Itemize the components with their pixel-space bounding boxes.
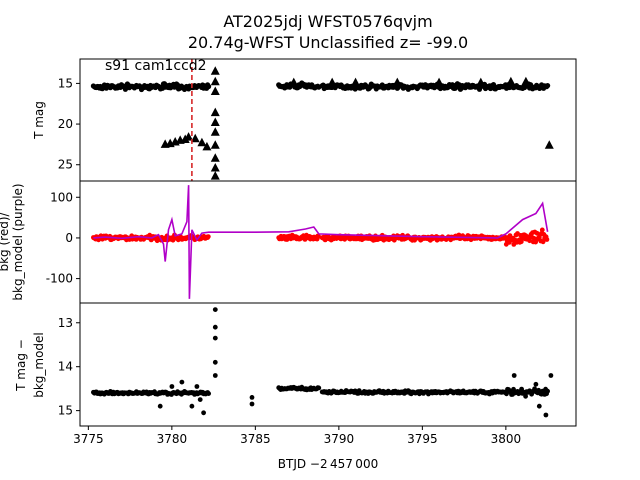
x-tick-label: 3775 <box>73 432 104 446</box>
axes-frame <box>79 302 577 427</box>
upper-limit-marker <box>544 140 554 149</box>
y-tick-label: -100 <box>46 272 73 286</box>
upper-limit-marker <box>190 133 200 143</box>
residual-point <box>543 412 549 418</box>
panel-middle: 100 0 -100 <box>46 180 577 304</box>
residual-point <box>206 391 212 396</box>
residual-point <box>197 397 203 402</box>
upper-limit-marker <box>506 76 516 86</box>
upper-limit-marker <box>289 77 299 87</box>
y-tick-label: 14 <box>58 360 73 374</box>
x-tick-label: 3785 <box>240 432 271 446</box>
y-tick-label: 15 <box>58 404 73 418</box>
y-tick-label: 25 <box>58 158 73 172</box>
y-tick-label: 0 <box>65 231 73 245</box>
residual-point <box>201 410 207 416</box>
top-y-axis-label: T mag <box>32 101 46 140</box>
x-tick-label: 3780 <box>157 432 188 446</box>
residual-point <box>511 373 517 378</box>
bottom-y-axis-label-line2: bkg_model <box>32 332 46 398</box>
plot-area <box>91 185 550 299</box>
upper-limit-marker <box>210 162 220 172</box>
x-tick-label: 3790 <box>324 432 355 446</box>
bkg-point <box>316 234 321 239</box>
upper-limit-marker <box>210 127 220 136</box>
middle-y-axis-label-line2: bkg_model (purple) <box>11 183 25 300</box>
residual-point <box>212 324 218 330</box>
bkg-model-line <box>93 185 549 299</box>
upper-limit-marker <box>521 76 531 86</box>
residual-point <box>533 381 539 387</box>
residual-point <box>504 391 509 397</box>
upper-limit-marker <box>210 66 220 75</box>
axes-frame <box>79 180 577 304</box>
bkg-point <box>544 237 550 242</box>
upper-limit-marker <box>476 77 486 87</box>
residual-point <box>212 335 218 341</box>
residual-point <box>212 307 218 312</box>
upper-limit-marker <box>202 141 212 151</box>
residual-point <box>212 373 218 378</box>
y-tick-label: 100 <box>50 190 73 204</box>
upper-limit-marker <box>197 137 207 147</box>
residual-point <box>249 395 255 400</box>
bkg-point <box>539 227 545 233</box>
residual-point <box>249 401 255 407</box>
upper-limit-marker <box>210 153 220 162</box>
residual-point <box>316 385 322 391</box>
upper-limit-marker <box>210 140 220 149</box>
camera-annotation: s91 cam1ccd2 <box>105 58 207 74</box>
bkg-point <box>527 238 532 244</box>
residual-point <box>545 388 550 394</box>
axes-frame <box>79 58 577 182</box>
upper-limit-marker <box>434 77 444 87</box>
residual-point <box>212 359 218 365</box>
x-tick-label: 3800 <box>491 432 522 446</box>
y-tick-label: 13 <box>58 316 73 330</box>
x-tick-label: 3795 <box>407 432 438 446</box>
upper-limit-marker <box>210 171 220 180</box>
plot-area <box>90 59 554 181</box>
figure-title-line2: 20.74g-WFST Unclassified z= -99.0 <box>188 33 468 52</box>
middle-y-axis-label-line1: bkg (red)/ <box>0 212 11 272</box>
y-tick-label: 20 <box>58 117 73 131</box>
residual-point <box>157 403 163 409</box>
residual-point <box>179 379 185 385</box>
upper-limit-marker <box>210 107 220 117</box>
upper-limit-marker <box>184 132 194 141</box>
residual-point <box>548 373 554 378</box>
bkg-point <box>205 234 211 240</box>
residual-point <box>169 384 175 389</box>
panel-top: 15 20 25 <box>58 58 577 182</box>
upper-limit-marker <box>351 77 361 87</box>
upper-limit-marker <box>210 76 220 86</box>
upper-limit-marker <box>392 77 402 87</box>
bottom-y-axis-label-line1: T mag − <box>14 339 28 392</box>
upper-limit-marker <box>210 117 220 126</box>
plot-area <box>91 307 554 418</box>
lightcurve-point <box>206 83 212 90</box>
residual-point <box>523 393 528 399</box>
figure-title-line1: AT2025jdj WFST0576qvjm <box>223 12 432 31</box>
lightcurve-point <box>545 83 551 89</box>
x-axis-label: BTJD −2 457 000 <box>278 457 378 471</box>
y-tick-label: 15 <box>58 76 73 90</box>
residual-point <box>189 403 195 409</box>
upper-limit-marker <box>210 86 220 96</box>
upper-limit-marker <box>327 77 337 87</box>
residual-point <box>194 384 200 389</box>
residual-point <box>536 403 542 409</box>
